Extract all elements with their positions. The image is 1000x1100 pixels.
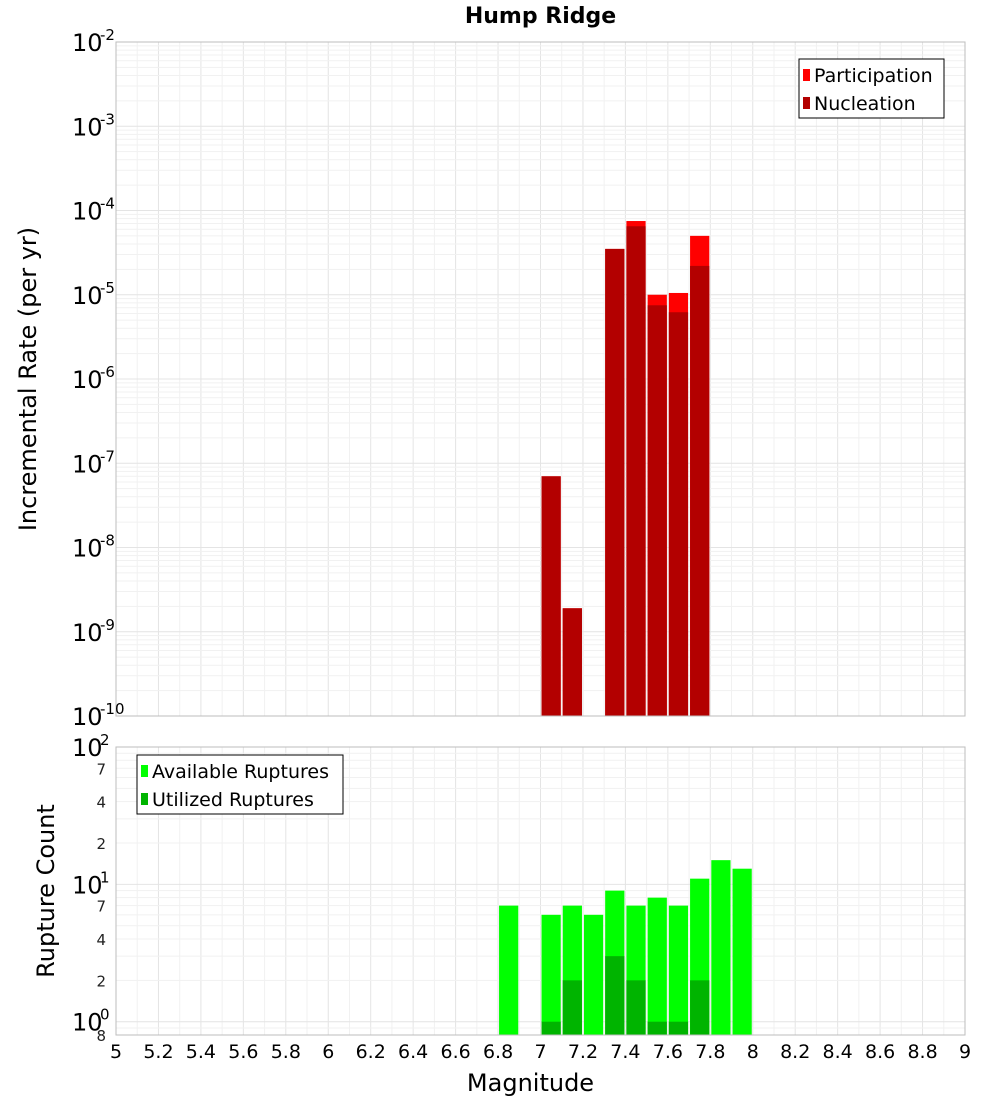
x-tick-label: 9 (959, 1041, 971, 1063)
top-y-tick-label: 10 (72, 450, 103, 478)
bottom-y-minor-tick-label: 2 (96, 972, 106, 990)
top-y-tick-label: 10 (72, 535, 103, 563)
top-legend-box (798, 58, 945, 119)
top-y-tick-label: 10 (72, 198, 103, 226)
top-bar-nucleation (690, 265, 710, 716)
bottom-bar-utilized-ruptures (668, 1021, 689, 1035)
bottom-y-minor-tick-label: 8 (96, 1027, 106, 1045)
top-bar-nucleation (647, 305, 667, 716)
x-tick-label: 7.8 (695, 1041, 725, 1063)
top-y-axis-label: Incremental Rate (per yr) (14, 227, 42, 531)
top-y-tick-exponent: -9 (100, 616, 115, 634)
x-axis-ticks: 5 5.2 5.4 5.6 5.8 6 6.2 6.4 6.6 6.8 7 7.2 7.4 7.6 7.8 8… (110, 1041, 971, 1063)
x-tick-label: 7.4 (610, 1041, 640, 1063)
bottom-bar-utilized-ruptures (626, 980, 646, 1035)
bottom-y-minor-tick-label: 4 (96, 931, 106, 949)
bottom-bar-utilized-ruptures (541, 1021, 561, 1035)
bottom-plot-area (115, 746, 966, 1036)
top-y-tick-label: 10 (72, 703, 103, 731)
x-tick-label: 8.8 (907, 1041, 937, 1063)
top-y-tick-exponent: -5 (100, 279, 115, 297)
bottom-bar-available-ruptures (668, 905, 689, 1035)
top-y-tick-exponent: -3 (100, 110, 115, 128)
legend-label-available-ruptures: Available Ruptures (152, 761, 329, 783)
top-y-tick-exponent: -6 (100, 363, 115, 381)
legend-swatch-available-ruptures (141, 765, 148, 777)
legend-label-utilized-ruptures: Utilized Ruptures (152, 789, 314, 811)
bottom-y-tick-label: 10 (72, 1009, 103, 1037)
bottom-bar-utilized-ruptures (562, 980, 582, 1035)
legend-label-participation: Participation (814, 65, 933, 87)
x-tick-label: 5 (110, 1041, 122, 1063)
bottom-bar-available-ruptures (541, 914, 561, 1035)
legend-swatch-participation (803, 69, 810, 81)
x-tick-label: 5.2 (143, 1041, 173, 1063)
chart-title: Hump Ridge (465, 4, 616, 29)
x-tick-label: 8.2 (780, 1041, 810, 1063)
x-tick-label: 6.6 (440, 1041, 470, 1063)
bottom-bar-utilized-ruptures (647, 1021, 667, 1035)
bottom-y-minor-tick-label: 4 (96, 794, 106, 812)
bottom-y-tick-exponent: 1 (100, 868, 110, 886)
bottom-legend: Available Ruptures Utilized Ruptures (136, 754, 344, 815)
x-tick-label: 5.6 (228, 1041, 258, 1063)
top-bar-nucleation (668, 312, 689, 716)
bottom-bar-available-ruptures (732, 868, 752, 1035)
top-legend: Participation Nucleation (798, 58, 945, 119)
top-plot-bars (541, 221, 710, 717)
x-tick-label: 8 (747, 1041, 759, 1063)
x-tick-label: 5.8 (271, 1041, 301, 1063)
legend-swatch-utilized-ruptures (141, 793, 148, 805)
top-y-tick-exponent: -8 (100, 532, 115, 550)
bottom-y-axis-label: Rupture Count (32, 804, 60, 978)
top-bar-nucleation (541, 476, 561, 716)
bottom-bar-utilized-ruptures (605, 956, 625, 1035)
bottom-y-tick-label: 10 (72, 871, 103, 899)
x-tick-label: 5.4 (186, 1041, 216, 1063)
bottom-bar-available-ruptures (711, 860, 731, 1035)
x-tick-label: 8.4 (823, 1041, 853, 1063)
top-bar-nucleation (626, 226, 646, 716)
x-tick-label: 7.6 (653, 1041, 683, 1063)
top-y-tick-label: 10 (72, 29, 103, 57)
top-y-tick-exponent: -2 (100, 26, 115, 44)
bottom-y-tick-label: 10 (72, 734, 103, 762)
legend-swatch-nucleation (803, 97, 810, 109)
x-tick-label: 6.2 (356, 1041, 386, 1063)
x-tick-label: 7.2 (568, 1041, 598, 1063)
x-tick-label: 8.6 (865, 1041, 895, 1063)
top-y-tick-label: 10 (72, 366, 103, 394)
bottom-plot-bars (499, 860, 752, 1035)
bottom-y-minor-tick-label: 7 (96, 898, 106, 916)
bottom-y-minor-tick-label: 2 (96, 835, 106, 853)
top-y-tick-exponent: -4 (100, 195, 115, 213)
bottom-y-tick-exponent: 0 (100, 1006, 110, 1024)
top-y-tick-exponent: -7 (100, 447, 115, 465)
x-tick-label: 6.8 (483, 1041, 513, 1063)
bottom-bar-available-ruptures (647, 897, 667, 1035)
x-tick-label: 6.4 (398, 1041, 428, 1063)
top-y-tick-label: 10 (72, 619, 103, 647)
top-y-tick-label: 10 (72, 113, 103, 141)
bottom-y-tick-exponent: 2 (100, 731, 110, 749)
top-y-tick-label: 10 (72, 282, 103, 310)
x-axis-label: Magnitude (467, 1069, 594, 1097)
bottom-bar-available-ruptures (499, 905, 519, 1035)
top-plot-grid (115, 42, 966, 717)
bottom-bar-utilized-ruptures (690, 980, 710, 1035)
top-plot-area (115, 41, 966, 717)
top-bar-nucleation (562, 608, 582, 716)
x-tick-label: 7 (534, 1041, 546, 1063)
top-bar-nucleation (605, 248, 625, 716)
bottom-legend-box (136, 754, 344, 815)
bottom-y-minor-tick-label: 7 (96, 760, 106, 778)
x-tick-label: 6 (322, 1041, 334, 1063)
legend-label-nucleation: Nucleation (814, 93, 916, 115)
bottom-bar-available-ruptures (583, 914, 604, 1035)
top-y-tick-exponent: -10 (100, 700, 125, 718)
